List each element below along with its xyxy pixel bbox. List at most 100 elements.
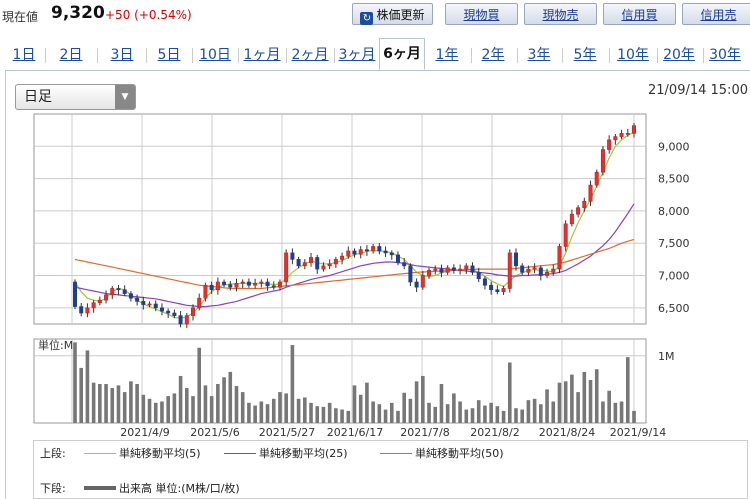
volume-tick-label: 1M <box>658 350 675 363</box>
x-tick-label: 2021/8/2 <box>470 426 519 439</box>
volume-bar <box>427 402 431 423</box>
volume-bar <box>234 386 239 423</box>
candle-body <box>265 281 270 287</box>
volume-bar <box>377 404 382 423</box>
candle-body <box>408 265 413 283</box>
legend-ma5: 単純移動平均(5) <box>84 445 201 461</box>
volume-bar <box>389 402 394 423</box>
volume-bar <box>445 404 450 423</box>
volume-bar <box>216 384 220 423</box>
candle-body <box>402 262 407 267</box>
candle-body <box>600 149 605 173</box>
tab-2m[interactable]: 2ヶ月 <box>291 47 329 63</box>
candle-body <box>576 207 581 215</box>
volume-bar <box>501 410 506 423</box>
candle-body <box>234 282 239 288</box>
tab-separator <box>609 48 610 63</box>
chart-datetime: 21/09/14 15:00 <box>648 83 748 98</box>
tab-5y[interactable]: 5年 <box>573 47 597 63</box>
volume-bar <box>358 394 363 423</box>
volume-bar <box>327 402 332 423</box>
volume-bar <box>439 384 444 423</box>
tab-10d[interactable]: 10日 <box>199 47 231 63</box>
volume-bar <box>470 408 475 423</box>
candle-body <box>625 133 630 135</box>
volume-bar <box>172 393 177 423</box>
volume-bar <box>340 409 344 423</box>
interval-select-value: 日足 <box>24 89 52 105</box>
y-tick-label: 7,500 <box>658 237 690 250</box>
chevron-down-icon: ▼ <box>115 85 135 109</box>
tab-3m[interactable]: 3ヶ月 <box>338 47 376 63</box>
tab-separator <box>97 48 98 63</box>
tab-separator <box>334 48 335 63</box>
tab-1m[interactable]: 1ヶ月 <box>243 47 281 63</box>
tab-3d[interactable]: 3日 <box>110 47 134 63</box>
candle-body <box>607 139 612 150</box>
tab-separator <box>146 48 147 63</box>
candle-body <box>470 265 475 273</box>
interval-select[interactable]: 日足 ▼ <box>15 84 136 110</box>
tab-2y[interactable]: 2年 <box>481 47 505 63</box>
buy-margin-button[interactable]: 信用買 <box>603 3 676 25</box>
volume-bar <box>582 371 587 423</box>
candle-body <box>73 281 78 307</box>
volume-bar <box>98 384 102 423</box>
volume-bar <box>352 385 357 423</box>
volume-bar <box>576 392 580 423</box>
tab-6m[interactable]: 6ヶ月 <box>379 38 425 70</box>
tab-1y[interactable]: 1年 <box>435 47 459 63</box>
candle-body <box>588 184 593 202</box>
tab-30y[interactable]: 30年 <box>709 47 741 63</box>
volume-bar <box>160 401 164 423</box>
period-tabs: 1日 2日 3日 5日 10日 1ヶ月 2ヶ月 3ヶ月 6ヶ月 1年 2年 3年… <box>5 38 750 71</box>
tab-5d[interactable]: 5日 <box>157 47 181 63</box>
candle-body <box>215 281 220 291</box>
candle-body <box>377 246 382 252</box>
candle-body <box>619 133 624 137</box>
buy-cash-button[interactable]: 現物買 <box>445 3 518 25</box>
candle-body <box>228 284 233 288</box>
tab-20y[interactable]: 20年 <box>663 47 695 63</box>
candle-body <box>116 288 121 291</box>
candle-body <box>277 281 282 288</box>
legend-bar-swatch <box>84 486 116 490</box>
legend-ma50: 単純移動平均(50) <box>380 445 504 461</box>
price-plot-frame <box>33 113 647 325</box>
volume-bar <box>570 374 574 423</box>
volume-bar <box>222 377 226 423</box>
candle-body <box>476 272 481 280</box>
refresh-price-button[interactable]: ↻ 株価更新 <box>352 3 433 25</box>
tab-separator <box>517 48 518 63</box>
volume-bar <box>85 350 90 423</box>
candle-body <box>197 297 202 309</box>
volume-bar <box>104 384 108 423</box>
volume-bar <box>135 384 139 423</box>
tab-1d[interactable]: 1日 <box>12 47 36 63</box>
volume-bar <box>514 408 518 423</box>
volume-bar <box>253 405 257 423</box>
candle-body <box>501 288 506 292</box>
candle-body <box>184 315 189 325</box>
legend-ma50-label: 単純移動平均(50) <box>415 447 504 460</box>
volume-bar <box>551 401 556 423</box>
y-tick-label: 8,500 <box>658 173 690 186</box>
legend-line-swatch <box>380 453 412 454</box>
sell-cash-button[interactable]: 現物売 <box>524 3 597 25</box>
candle-body <box>240 281 245 284</box>
candle-body <box>97 299 102 303</box>
candle-body <box>159 307 164 312</box>
candle-body <box>104 294 109 301</box>
tab-separator <box>562 48 563 63</box>
sell-margin-button[interactable]: 信用売 <box>682 3 750 25</box>
tab-2d[interactable]: 2日 <box>59 47 83 63</box>
volume-bar <box>303 397 307 423</box>
tab-10y[interactable]: 10年 <box>617 47 649 63</box>
legend-line-swatch <box>224 453 256 454</box>
volume-bar <box>594 369 599 423</box>
volume-bar <box>495 406 500 423</box>
x-tick-label: 2021/4/9 <box>120 426 169 439</box>
candle-body <box>122 289 127 294</box>
tab-3y[interactable]: 3年 <box>527 47 551 63</box>
